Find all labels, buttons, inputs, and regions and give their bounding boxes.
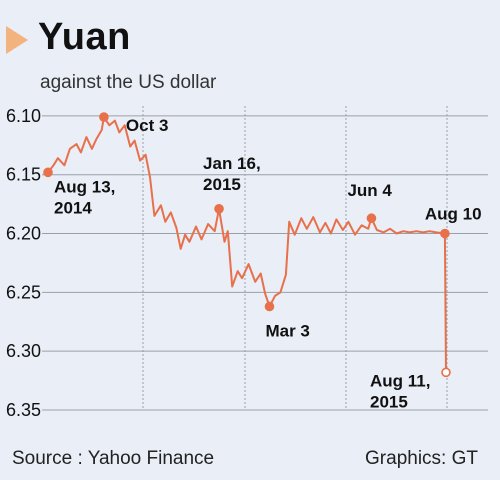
source-credit: Source : Yahoo Finance xyxy=(12,448,215,469)
y-tick-label: 6.15 xyxy=(6,165,41,185)
annotation-label: Aug 10 xyxy=(425,205,482,224)
title-triangle-icon xyxy=(6,26,28,54)
annotation-marker xyxy=(441,367,451,378)
y-tick-label: 6.20 xyxy=(6,224,41,244)
annotation-marker xyxy=(264,301,275,312)
annotation-label: Jun 4 xyxy=(347,181,392,200)
annotation-marker xyxy=(214,204,224,214)
annotation-label: 2015 xyxy=(370,392,408,411)
annotation-marker xyxy=(43,167,53,178)
y-tick-label: 6.35 xyxy=(6,400,41,420)
y-tick-label: 6.10 xyxy=(6,106,41,126)
graphics-credit: Graphics: GT xyxy=(365,448,478,469)
annotation-label: Aug 11, xyxy=(370,371,430,390)
annotation-label: 2014 xyxy=(54,198,92,217)
annotation-marker xyxy=(366,213,377,224)
annotation-marker xyxy=(440,228,450,239)
title-row: Yuan xyxy=(0,12,500,62)
chart-subtitle: against the US dollar xyxy=(40,72,217,93)
y-tick-label: 6.25 xyxy=(6,282,41,302)
annotation-label: Jan 16, xyxy=(203,154,261,173)
annotation-label: Oct 3 xyxy=(126,116,169,135)
annotation-label: Aug 13, xyxy=(54,177,115,196)
chart-title: Yuan xyxy=(38,16,131,58)
y-tick-label: 6.30 xyxy=(6,341,41,361)
annotation-marker xyxy=(99,112,109,122)
annotation-label: 2015 xyxy=(203,175,241,194)
annotation-label: Mar 3 xyxy=(265,321,309,340)
